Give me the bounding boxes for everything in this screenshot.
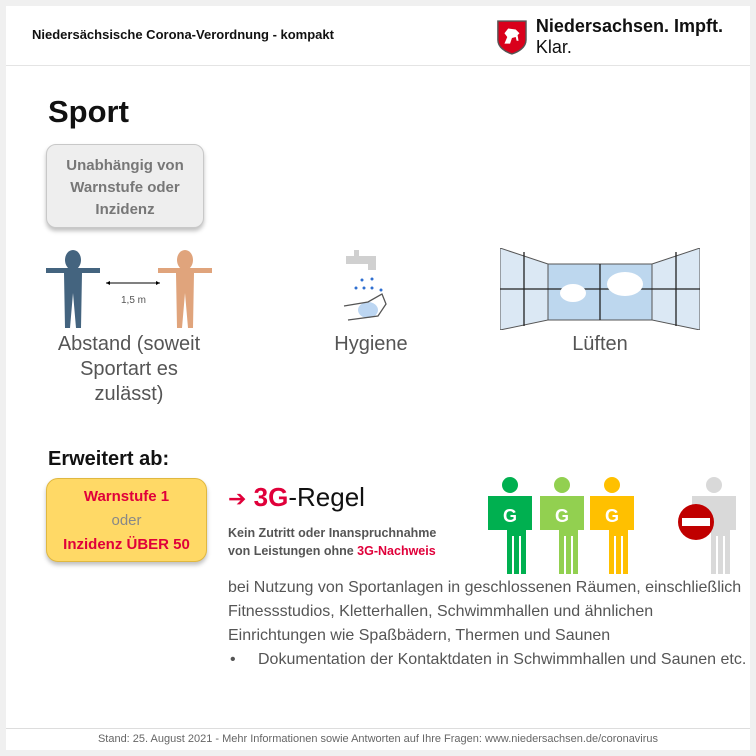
arrow-icon: ➔ bbox=[228, 486, 247, 511]
header-title: Niedersächsische Corona-Verordnung - kom… bbox=[32, 27, 334, 42]
figure-genesen: G bbox=[540, 477, 584, 574]
hygiene-label: Hygiene bbox=[334, 333, 408, 355]
footer: Stand: 25. August 2021 - Mehr Informatio… bbox=[6, 728, 750, 750]
inzidenz-line: Inzidenz ÜBER 50 bbox=[63, 536, 190, 553]
body-paragraph: bei Nutzung von Sportanlagen in geschlos… bbox=[228, 579, 742, 644]
g-letter: G bbox=[503, 506, 517, 526]
warnstufe-box: Warnstufe 1 oder Inzidenz ÜBER 50 bbox=[46, 478, 207, 562]
independent-box: Unabhängig von Warnstufe oder Inzidenz bbox=[46, 144, 204, 228]
rule-line2: von Leistungen ohne bbox=[228, 544, 358, 558]
figure-no-entry bbox=[678, 477, 736, 574]
list-item: • Dokumentation der Kontaktdaten in Schwi… bbox=[228, 648, 748, 672]
warnstufe-line: Warnstufe 1 bbox=[83, 488, 170, 505]
rule-line1: Kein Zutritt oder Inanspruchnahme bbox=[228, 526, 437, 540]
rule-description: Kein Zutritt oder Inanspruchnahme von Le… bbox=[228, 524, 436, 560]
brand: Niedersachsen. Impft. Klar. bbox=[496, 16, 750, 58]
abstand-label: Abstand (soweit Sportart es zulässt) bbox=[57, 333, 201, 405]
g-letter: G bbox=[555, 506, 569, 526]
extended-heading: Erweitert ab: bbox=[48, 448, 170, 470]
body-text: bei Nutzung von Sportanlagen in geschlos… bbox=[228, 576, 748, 672]
3g-prefix: 3G bbox=[253, 482, 289, 512]
open-window-icon bbox=[500, 248, 700, 330]
figure-geimpft: G bbox=[488, 477, 532, 574]
rule-suffix: -Regel bbox=[288, 482, 365, 512]
figure-getestet: G bbox=[590, 477, 634, 574]
3g-rule-title: ➔ 3G-Regel bbox=[228, 482, 365, 513]
bullet-text: Dokumentation der Kontaktdaten in Schwim… bbox=[258, 651, 747, 668]
header: Niedersächsische Corona-Verordnung - kom… bbox=[6, 6, 750, 66]
rule-line2-red: 3G-Nachweis bbox=[357, 544, 436, 558]
page-title: Sport bbox=[48, 94, 129, 129]
page: Niedersächsische Corona-Verordnung - kom… bbox=[6, 6, 750, 750]
brand-bold: Niedersachsen. Impft. bbox=[535, 16, 723, 36]
oder-line: oder bbox=[111, 512, 142, 529]
g-letter: G bbox=[605, 506, 619, 526]
hygiene-icon bbox=[343, 250, 387, 321]
lueften-label: Lüften bbox=[572, 333, 628, 355]
brand-light: Klar. bbox=[535, 37, 572, 57]
3g-figures-icon: G G G bbox=[488, 477, 736, 574]
niedersachsen-crest-icon bbox=[497, 20, 527, 55]
distance-people-icon: 1,5 m bbox=[46, 250, 212, 328]
distance-label: 1,5 m bbox=[121, 295, 146, 306]
